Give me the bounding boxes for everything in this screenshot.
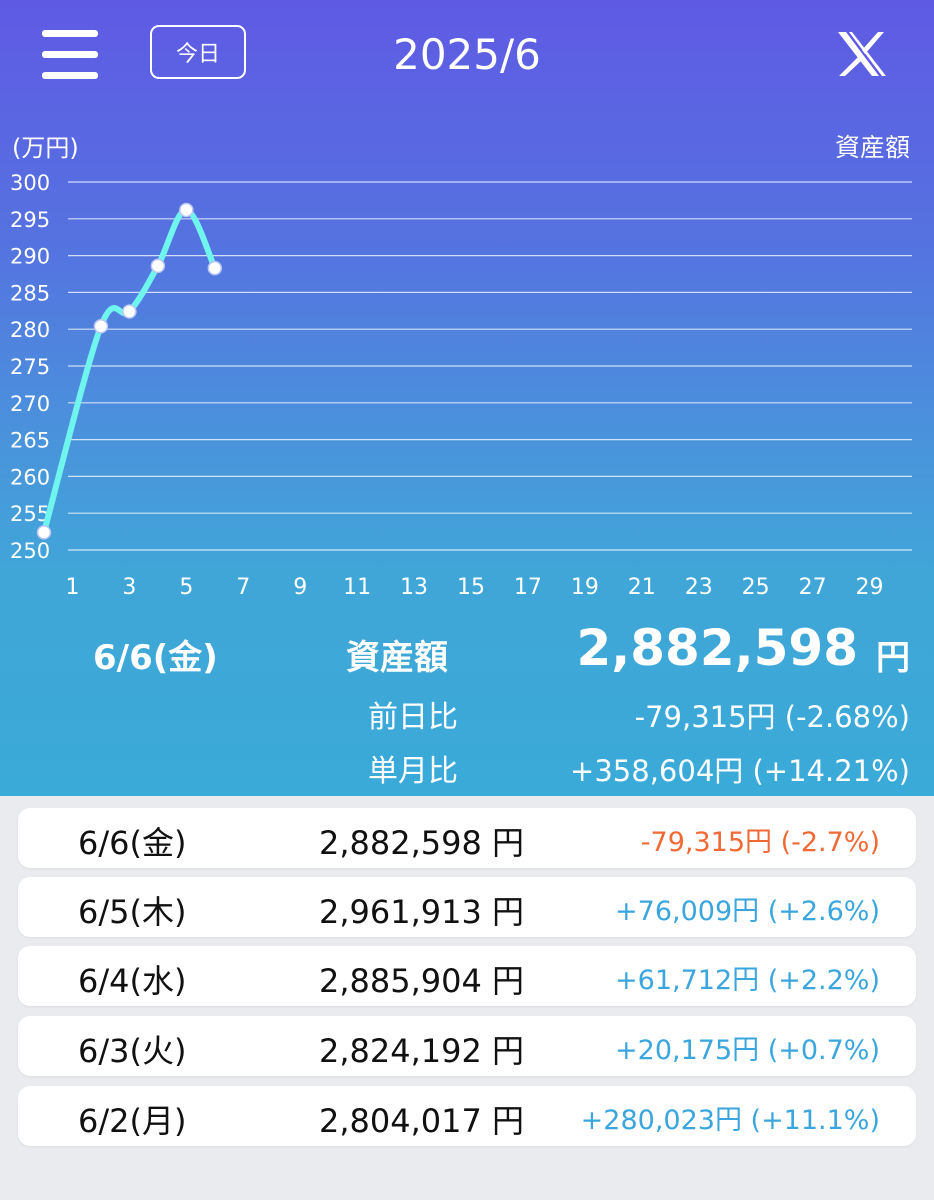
prev-day-value: -79,315円 (-2.68%) [634, 700, 910, 734]
x-tick-label: 9 [293, 575, 307, 600]
row-date: 6/6(金) [78, 824, 187, 862]
summary-panel: 6/6(金) 資産額 2,882,598 円 前日比 -79,315円 (-2.… [0, 610, 934, 796]
y-axis-unit-label: (万円) [12, 134, 79, 162]
month-change-label: 単月比 [368, 754, 458, 789]
x-tick-label: 1 [65, 575, 79, 600]
row-change: +20,175円 (+0.7%) [615, 1035, 880, 1066]
month-change-value: +358,604円 (+14.21%) [570, 754, 910, 788]
y-tick-label: 255 [10, 502, 50, 526]
x-logo-icon[interactable] [836, 30, 888, 78]
data-point [150, 258, 166, 274]
y-tick-label: 270 [10, 392, 50, 416]
y-tick-label: 300 [10, 171, 50, 195]
row-change: -79,315円 (-2.7%) [640, 827, 880, 858]
x-tick-label: 5 [179, 575, 193, 600]
row-change: +280,023円 (+11.1%) [580, 1105, 880, 1136]
list-item[interactable]: 6/2(月) 2,804,017 円 +280,023円 (+11.1%) [18, 1086, 916, 1146]
today-button[interactable]: 今日 [150, 25, 246, 79]
hamburger-menu-icon[interactable] [42, 30, 98, 80]
x-tick-label: 21 [628, 575, 656, 600]
row-amount: 2,804,017 円 [318, 1102, 524, 1140]
y-tick-label: 250 [10, 539, 50, 563]
asset-chart-panel: 今日 2025/6 (万円) 資産額 250 255 260 265 270 275 280… [0, 0, 934, 796]
x-tick-label: 29 [856, 575, 884, 600]
list-item[interactable]: 6/4(水) 2,885,904 円 +61,712円 (+2.2%) [18, 946, 916, 1006]
month-title: 2025/6 [393, 30, 541, 79]
row-amount: 2,961,913 円 [318, 893, 524, 931]
row-date: 6/3(火) [78, 1032, 187, 1070]
series-line [41, 206, 218, 536]
y-tick-label: 290 [10, 245, 50, 269]
y-tick-label: 295 [10, 208, 50, 232]
x-tick-label: 11 [343, 575, 371, 600]
x-tick-label: 19 [571, 575, 599, 600]
summary-yen: 円 [876, 638, 910, 678]
x-tick-label: 13 [400, 575, 428, 600]
list-item[interactable]: 6/5(木) 2,961,913 円 +76,009円 (+2.6%) [18, 877, 916, 937]
row-amount: 2,885,904 円 [318, 962, 524, 1000]
x-tick-label: 15 [457, 575, 485, 600]
data-point [122, 304, 137, 319]
y-tick-label: 275 [10, 355, 50, 379]
x-tick-label: 3 [122, 575, 136, 600]
prev-day-label: 前日比 [368, 700, 458, 735]
x-tick-label: 23 [685, 575, 713, 600]
data-point [36, 525, 52, 540]
data-point [93, 319, 109, 334]
x-tick-label: 7 [236, 575, 250, 600]
x-tick-label: 17 [514, 575, 542, 600]
x-tick-label: 25 [742, 575, 770, 600]
row-amount: 2,882,598 円 [318, 824, 524, 862]
summary-amount: 2,882,598 [576, 619, 858, 677]
data-point [179, 202, 194, 218]
row-date: 6/4(水) [78, 962, 187, 1000]
list-item[interactable]: 6/3(火) 2,824,192 円 +20,175円 (+0.7%) [18, 1016, 916, 1076]
row-date: 6/5(木) [78, 893, 187, 931]
x-tick-label: 27 [799, 575, 827, 600]
y-tick-label: 285 [10, 281, 50, 305]
row-amount: 2,824,192 円 [318, 1032, 524, 1070]
row-change: +61,712円 (+2.2%) [615, 965, 880, 996]
y-tick-label: 260 [10, 465, 50, 489]
row-change: +76,009円 (+2.6%) [615, 896, 880, 927]
y-tick-label: 265 [10, 429, 50, 453]
list-item[interactable]: 6/6(金) 2,882,598 円 -79,315円 (-2.7%) [18, 808, 916, 868]
row-date: 6/2(月) [78, 1102, 187, 1140]
series-label: 資産額 [834, 133, 910, 162]
data-point [207, 260, 223, 276]
top-bar: 今日 2025/6 [0, 0, 934, 110]
summary-label: 資産額 [346, 638, 448, 678]
summary-date: 6/6(金) [93, 638, 218, 678]
y-tick-label: 280 [10, 318, 50, 342]
